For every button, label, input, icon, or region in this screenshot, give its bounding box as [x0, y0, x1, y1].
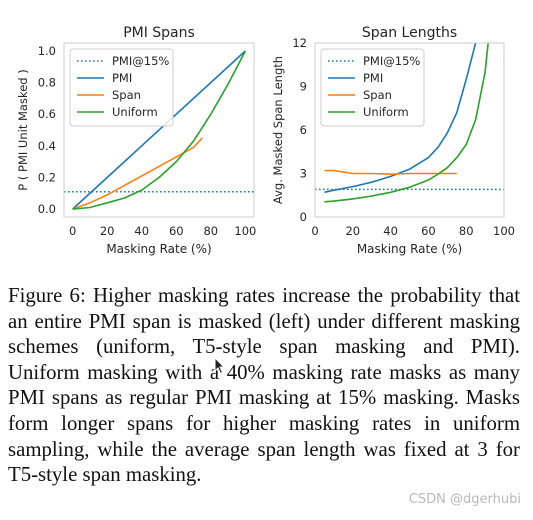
legend-label-pmi-15: PMI@15% [363, 54, 420, 68]
x-tick-label: 80 [459, 224, 474, 238]
series-group [315, 43, 504, 203]
y-tick-label: 0.6 [38, 107, 56, 121]
x-tick-label: 0 [311, 224, 318, 238]
figure-caption: Figure 6: Higher masking rates increase … [8, 284, 520, 487]
legend-box [320, 48, 425, 127]
legend-label-pmi: PMI [363, 71, 383, 85]
series-line-uniform [72, 50, 247, 210]
legend-label-span: Span [112, 88, 141, 102]
chart-title: Span Lengths [362, 25, 457, 41]
series-line-uniform [324, 43, 489, 203]
series-group [64, 50, 254, 210]
x-axis-label: Masking Rate (%) [106, 242, 211, 256]
x-tick-label: 40 [134, 224, 149, 238]
x-tick-label: 0 [69, 224, 76, 238]
mouse-cursor-icon [214, 357, 226, 375]
series-line-pmi [72, 50, 246, 210]
plot-frame [314, 42, 505, 218]
series-line-pmi [324, 43, 477, 194]
y-tick-label: 0 [300, 210, 307, 224]
watermark-text: CSDN @dgerhubi [408, 492, 521, 507]
y-axis-label: Avg. Masked Span Length [271, 56, 285, 204]
x-tick-label: 80 [203, 224, 218, 238]
y-tick-label: 0.0 [38, 202, 56, 216]
y-tick-label: 6 [300, 123, 307, 137]
plot-frame [63, 42, 255, 218]
chart-title: PMI Spans [123, 25, 195, 41]
y-tick-label: 9 [300, 80, 307, 94]
legend: PMI@15% PMI Span Uniform [69, 48, 174, 127]
y-tick-label: 1.0 [38, 44, 56, 58]
y-tick-label: 3 [300, 167, 307, 181]
legend-label-pmi: PMI [112, 71, 132, 85]
legend-label-uniform: Uniform [112, 105, 158, 119]
x-tick-label: 20 [345, 224, 360, 238]
series-line-span [324, 169, 457, 175]
y-tick-label: 12 [292, 36, 307, 50]
x-tick-label: 100 [234, 224, 256, 238]
y-tick-label: 0.2 [38, 170, 56, 184]
x-tick-label: 20 [100, 224, 115, 238]
legend-label-uniform: Uniform [363, 105, 409, 119]
x-tick-label: 100 [493, 224, 515, 238]
span-lengths-panel: 0 20 40 60 80 100 0 3 6 9 12 Span Lengths Masking Ra… [271, 25, 515, 256]
x-tick-label: 60 [421, 224, 436, 238]
x-axis-label: Masking Rate (%) [357, 242, 462, 256]
y-axis-label: P ( PMI Unit Masked ) [16, 69, 30, 190]
x-tick-label: 40 [383, 224, 398, 238]
legend: PMI@15% PMI Span Uniform [320, 48, 425, 127]
legend-label-span: Span [363, 88, 392, 102]
pmi-spans-panel: 0 20 40 60 80 100 0.0 0.2 0.4 0.6 0.8 1.0 PMI Spans M… [16, 25, 256, 256]
series-line-span [72, 137, 203, 210]
x-tick-label: 60 [169, 224, 184, 238]
legend-label-pmi-15: PMI@15% [112, 54, 169, 68]
y-tick-label: 0.8 [38, 76, 56, 90]
y-tick-label: 0.4 [38, 139, 56, 153]
legend-box [69, 48, 174, 127]
